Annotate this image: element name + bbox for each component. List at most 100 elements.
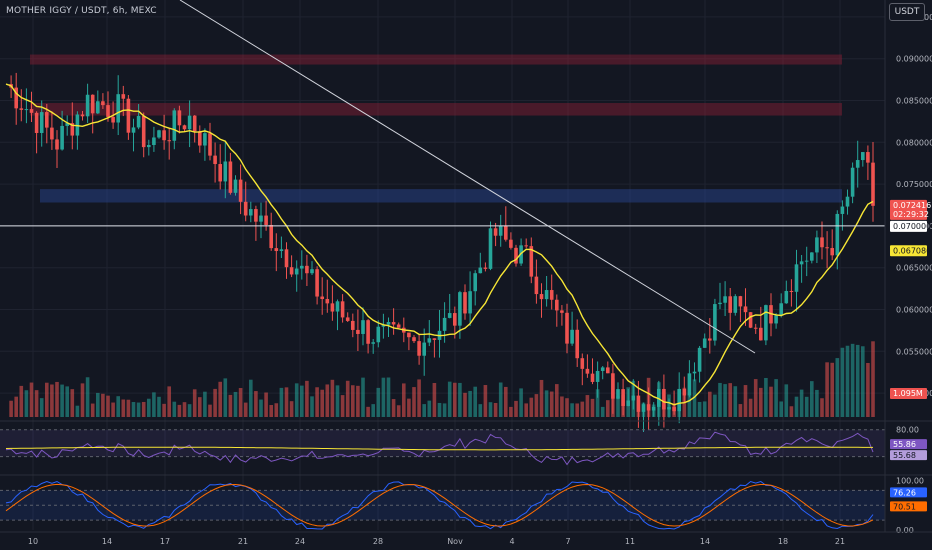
volume-bar bbox=[29, 382, 34, 417]
candle-body bbox=[60, 125, 64, 150]
time-axis[interactable]: 10 14 17 21 24 28 Nov 4 7 11 14 18 21 bbox=[0, 531, 932, 546]
volume-bar bbox=[743, 385, 748, 417]
volume-bar bbox=[101, 393, 105, 417]
volume-bar bbox=[294, 383, 299, 417]
candle-body bbox=[172, 110, 177, 141]
candle-body bbox=[478, 267, 483, 274]
volume-bar bbox=[544, 390, 549, 417]
candle-body bbox=[274, 248, 279, 252]
volume-bar bbox=[779, 401, 783, 417]
volume-bar bbox=[172, 401, 177, 417]
volume-bar bbox=[249, 379, 253, 417]
candle-body bbox=[345, 317, 350, 321]
volume-bar bbox=[764, 377, 768, 417]
zone-resistance-0 bbox=[30, 54, 842, 65]
candle-body bbox=[371, 342, 375, 344]
volume-bar bbox=[422, 404, 426, 417]
volume-bar bbox=[24, 390, 29, 417]
stoch-k-badge-text-0: 76.26 bbox=[893, 488, 916, 497]
volume-bar bbox=[447, 381, 452, 417]
volume-bar bbox=[162, 403, 166, 417]
candle-body bbox=[662, 388, 666, 410]
candle-body bbox=[386, 322, 391, 325]
candle-body bbox=[514, 247, 518, 264]
volume-bar bbox=[131, 402, 136, 417]
last-price-badge-bg bbox=[890, 199, 927, 220]
volume-bar bbox=[259, 399, 263, 417]
volume-bar bbox=[483, 385, 488, 417]
time-tick-label-6: Nov bbox=[447, 537, 463, 546]
candle-body bbox=[412, 337, 416, 342]
time-tick-label-10: 14 bbox=[700, 537, 710, 546]
stoch-tick-0: 0.00 bbox=[896, 526, 914, 535]
volume-bar bbox=[432, 383, 437, 417]
volume-bar bbox=[412, 387, 416, 417]
candle-body bbox=[167, 140, 171, 142]
candle-body bbox=[504, 225, 508, 240]
candle-body bbox=[198, 131, 202, 146]
candle-body bbox=[748, 312, 753, 328]
volume-bar bbox=[519, 388, 523, 417]
volume-bar bbox=[396, 405, 401, 417]
candle-body bbox=[468, 291, 472, 314]
volume-bar bbox=[407, 398, 411, 417]
volume-bar bbox=[19, 385, 24, 417]
volume-bar bbox=[810, 381, 814, 417]
candle-body bbox=[218, 164, 222, 182]
volume-bar bbox=[774, 379, 778, 417]
volume-bars bbox=[9, 341, 875, 417]
candle-body bbox=[565, 312, 569, 344]
trendline bbox=[179, 0, 756, 354]
volume-bar bbox=[825, 362, 829, 417]
candle-body bbox=[90, 94, 95, 114]
candle-body bbox=[555, 299, 559, 311]
candle-body bbox=[616, 389, 620, 399]
candle-body bbox=[585, 368, 590, 374]
volume-bar bbox=[386, 377, 391, 417]
candle-body bbox=[279, 249, 284, 252]
volume-bar bbox=[366, 406, 370, 417]
candle-body bbox=[238, 179, 243, 202]
volume-bar bbox=[458, 382, 462, 417]
candle-body bbox=[70, 123, 75, 136]
volume-bar bbox=[264, 392, 268, 417]
ma-value-badge-text-0: 0.067086 bbox=[893, 246, 931, 255]
price-axis[interactable]: 0.0950000.0900000.0850000.0800000.075000… bbox=[884, 0, 932, 535]
candle-body bbox=[356, 329, 360, 334]
price-tick-label-3: 0.080000 bbox=[896, 138, 932, 147]
volume-bar bbox=[376, 387, 381, 417]
candle-body bbox=[539, 294, 544, 300]
candle-body bbox=[764, 305, 768, 341]
volume-bar bbox=[539, 379, 544, 417]
volume-bar bbox=[361, 377, 365, 417]
candle-body bbox=[626, 400, 630, 406]
candle-body bbox=[315, 269, 319, 297]
volume-bar bbox=[34, 390, 39, 417]
candle-body bbox=[651, 406, 656, 411]
volume-bar bbox=[381, 377, 386, 417]
candle-body bbox=[116, 94, 120, 123]
candle-body bbox=[376, 326, 381, 343]
volume-bar bbox=[529, 397, 534, 417]
volume-bar bbox=[371, 404, 375, 417]
volume-bar bbox=[356, 385, 360, 417]
candle-body bbox=[269, 224, 273, 249]
candle-body bbox=[718, 302, 722, 305]
candle-body bbox=[473, 273, 477, 292]
candle-body bbox=[55, 139, 59, 150]
volume-bar bbox=[580, 401, 585, 417]
volume-bar bbox=[738, 404, 743, 417]
volume-bar bbox=[305, 380, 309, 417]
candle-body bbox=[85, 94, 90, 117]
volume-bar bbox=[325, 384, 330, 417]
volume-bar bbox=[687, 394, 692, 417]
volume-bar bbox=[468, 390, 472, 417]
volume-bar bbox=[136, 402, 141, 417]
candle-body bbox=[697, 347, 702, 372]
volume-bar bbox=[478, 404, 483, 417]
candle-body bbox=[636, 395, 641, 412]
volume-bar bbox=[177, 404, 182, 417]
volume-bar bbox=[208, 404, 212, 417]
currency-button[interactable]: USDT bbox=[889, 3, 925, 21]
